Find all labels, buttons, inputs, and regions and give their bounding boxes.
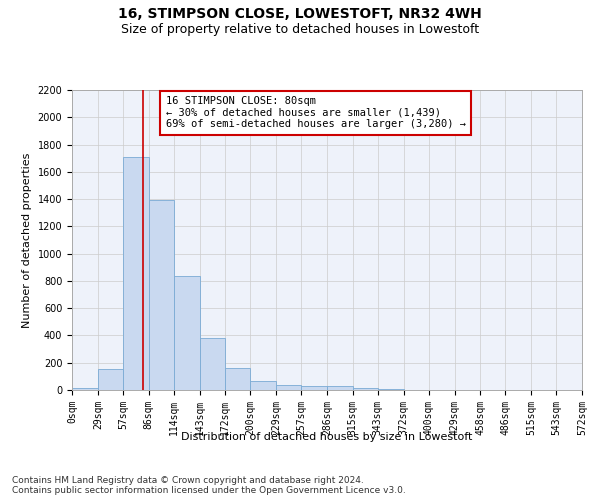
Bar — [301, 386, 327, 390]
Bar — [199, 338, 226, 390]
Bar — [149, 200, 173, 390]
Text: 16, STIMPSON CLOSE, LOWESTOFT, NR32 4WH: 16, STIMPSON CLOSE, LOWESTOFT, NR32 4WH — [118, 8, 482, 22]
Y-axis label: Number of detached properties: Number of detached properties — [22, 152, 32, 328]
Bar — [327, 386, 353, 390]
Bar — [353, 388, 378, 390]
Bar — [72, 388, 98, 390]
Text: Size of property relative to detached houses in Lowestoft: Size of property relative to detached ho… — [121, 22, 479, 36]
Text: Contains HM Land Registry data © Crown copyright and database right 2024.
Contai: Contains HM Land Registry data © Crown c… — [12, 476, 406, 495]
Bar — [276, 385, 301, 390]
Text: 16 STIMPSON CLOSE: 80sqm
← 30% of detached houses are smaller (1,439)
69% of sem: 16 STIMPSON CLOSE: 80sqm ← 30% of detach… — [166, 96, 466, 130]
Bar — [98, 369, 123, 390]
Bar — [173, 276, 199, 390]
Bar — [123, 157, 149, 390]
Bar — [250, 381, 276, 390]
Bar — [226, 368, 250, 390]
Text: Distribution of detached houses by size in Lowestoft: Distribution of detached houses by size … — [181, 432, 473, 442]
